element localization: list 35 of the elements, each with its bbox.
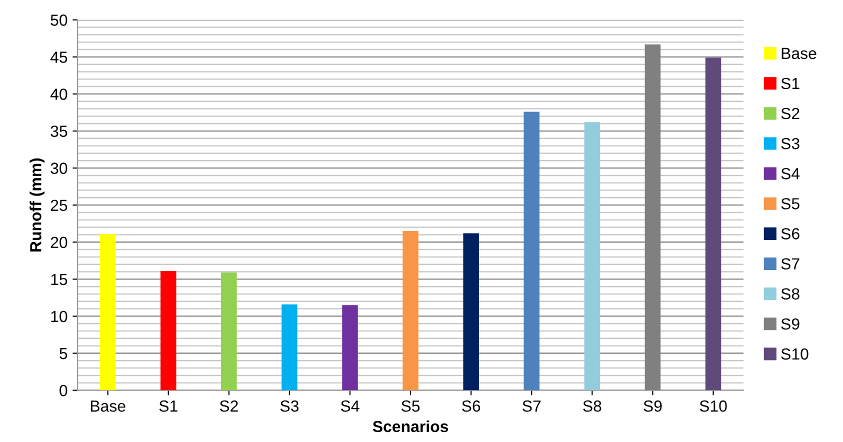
y-tick-label: 50 bbox=[50, 14, 68, 26]
y-tick-label: 35 bbox=[50, 126, 68, 137]
x-tick-label: S1 bbox=[159, 400, 178, 412]
x-tick-label: S2 bbox=[220, 400, 238, 412]
legend-label: S9 bbox=[781, 318, 800, 330]
y-tick-label: 15 bbox=[51, 274, 68, 286]
y-tick-label: 0 bbox=[60, 384, 68, 396]
legend-label: S10 bbox=[781, 348, 808, 360]
y-tick-label: 45 bbox=[50, 52, 68, 63]
legend-label: S6 bbox=[781, 228, 800, 240]
x-axis-title: Scenarios bbox=[372, 420, 448, 432]
y-tick-label: 10 bbox=[51, 310, 68, 322]
y-tick-label: 20 bbox=[50, 236, 68, 248]
legend-label: Base bbox=[782, 48, 816, 60]
y-axis-title: Runoff (mm) bbox=[30, 158, 45, 252]
x-tick-label: S7 bbox=[522, 400, 541, 412]
legend-label: S3 bbox=[781, 138, 800, 150]
legend-label: S8 bbox=[781, 288, 800, 300]
x-tick-label: S4 bbox=[340, 400, 360, 412]
x-tick-label: S6 bbox=[462, 400, 480, 412]
legend-label: S4 bbox=[781, 168, 800, 180]
y-tick-label: 40 bbox=[50, 88, 68, 100]
x-tick-label: S10 bbox=[700, 400, 727, 412]
legend-label: S5 bbox=[781, 198, 800, 210]
x-tick-label: Base bbox=[90, 400, 126, 412]
legend-label: S1 bbox=[781, 78, 800, 90]
x-tick-label: S3 bbox=[280, 400, 299, 412]
x-tick-label: S9 bbox=[644, 400, 662, 412]
x-tick-label: S5 bbox=[402, 400, 420, 412]
y-tick-label: 30 bbox=[50, 162, 68, 174]
legend-label: S2 bbox=[781, 108, 800, 120]
y-tick-label: 5 bbox=[60, 348, 68, 360]
y-tick-label: 25 bbox=[50, 200, 68, 212]
x-tick-label: S8 bbox=[583, 400, 602, 412]
legend-label: S7 bbox=[781, 258, 800, 270]
